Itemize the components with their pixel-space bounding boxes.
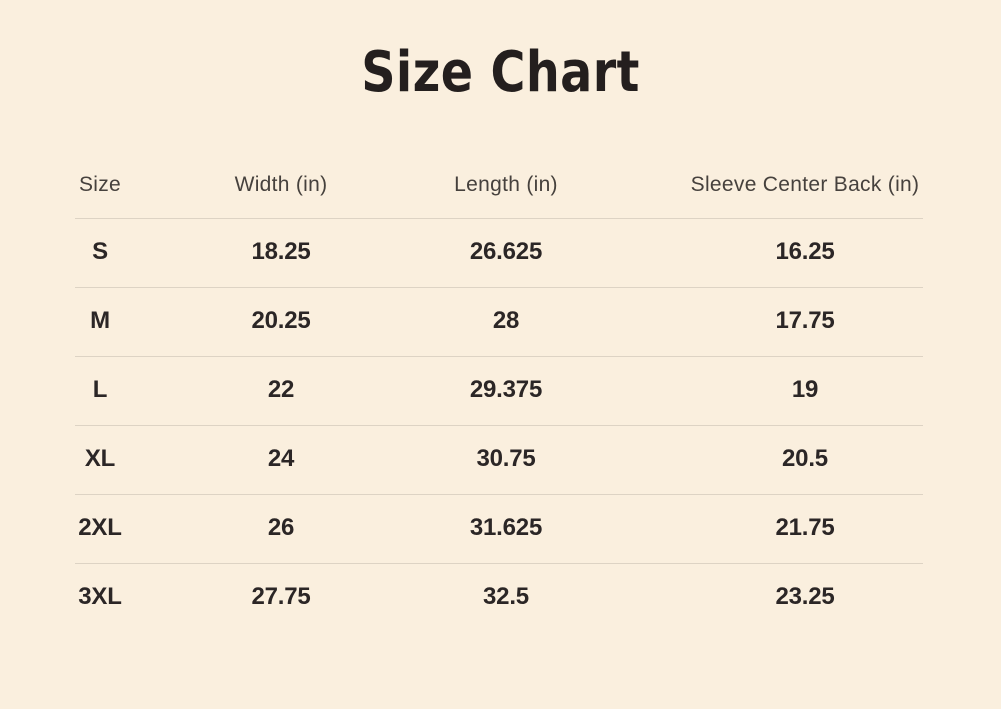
size-cell: XL [84, 445, 116, 473]
table-header-row: Size Width (in) Length (in) Sleeve Cente… [0, 152, 1001, 218]
width-cell: 20.25 [251, 307, 311, 335]
length-cell: 32.5 [483, 583, 529, 611]
column-header-size: Size [78, 172, 122, 196]
width-cell: 26 [267, 514, 295, 542]
length-cell: 30.75 [476, 445, 536, 473]
size-chart-page: Size Chart Size Width (in) Length (in) S… [0, 40, 1001, 632]
width-cell: 27.75 [251, 583, 311, 611]
sleeve-cell: 19 [791, 376, 819, 404]
size-cell: S [92, 238, 108, 266]
column-header-length: Length (in) [454, 172, 558, 196]
width-cell: 24 [267, 445, 295, 473]
sleeve-cell: 20.5 [782, 445, 828, 473]
page-title: Size Chart [361, 40, 640, 105]
length-cell: 26.625 [469, 238, 543, 266]
length-cell: 28 [492, 307, 520, 335]
table-row-xl: XL 24 30.75 20.5 [0, 424, 1001, 494]
table-row-2xl: 2XL 26 31.625 21.75 [0, 493, 1001, 563]
sleeve-cell: 16.25 [775, 238, 835, 266]
sleeve-cell: 17.75 [775, 307, 835, 335]
width-cell: 18.25 [251, 238, 311, 266]
size-cell: L [92, 376, 108, 404]
size-chart-table: Size Width (in) Length (in) Sleeve Cente… [0, 152, 1001, 632]
table-row-m: M 20.25 28 17.75 [0, 286, 1001, 356]
size-cell: M [90, 307, 110, 335]
length-cell: 31.625 [469, 514, 543, 542]
column-header-sleeve-center-back: Sleeve Center Back (in) [690, 172, 920, 196]
sleeve-cell: 23.25 [775, 583, 835, 611]
size-cell: 2XL [78, 514, 122, 542]
table-row-s: S 18.25 26.625 16.25 [0, 217, 1001, 287]
size-cell: 3XL [78, 583, 122, 611]
column-header-width: Width (in) [234, 172, 328, 196]
table-row-3xl: 3XL 27.75 32.5 23.25 [0, 562, 1001, 632]
sleeve-cell: 21.75 [775, 514, 835, 542]
width-cell: 22 [267, 376, 295, 404]
length-cell: 29.375 [469, 376, 543, 404]
table-row-l: L 22 29.375 19 [0, 355, 1001, 425]
